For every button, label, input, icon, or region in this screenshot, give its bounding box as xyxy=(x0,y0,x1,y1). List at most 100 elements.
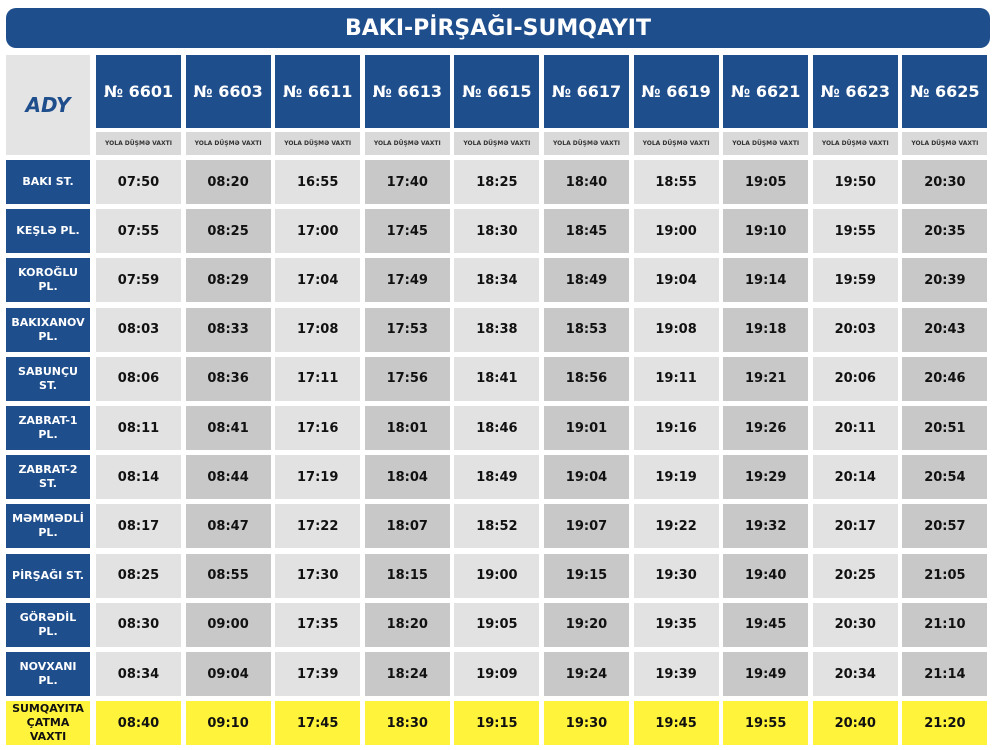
time-cell: 08:25 xyxy=(96,553,181,598)
time-cell: 17:39 xyxy=(275,652,361,696)
time-cell: 20:46 xyxy=(902,356,988,401)
time-cell: 19:59 xyxy=(812,258,898,303)
time-cell: 19:15 xyxy=(454,701,540,746)
column-subtitle: YOLA DÜŞMƏ VAXTI xyxy=(454,132,540,155)
column-subtitle: YOLA DÜŞMƏ VAXTI xyxy=(723,132,809,155)
time-cell: 20:03 xyxy=(812,307,898,352)
time-cell: 19:19 xyxy=(633,455,719,500)
train-number: № 6613 xyxy=(364,55,450,128)
column-subtitle: YOLA DÜŞMƏ VAXTI xyxy=(96,132,181,155)
train-number: № 6603 xyxy=(185,55,271,128)
time-cell: 17:49 xyxy=(364,258,450,303)
station-name: PİRŞAĞI ST. xyxy=(6,553,90,598)
station-name: SUMQAYITA ÇATMA VAXTI xyxy=(6,701,90,746)
train-number: № 6619 xyxy=(633,55,719,128)
time-cell: 08:40 xyxy=(96,701,181,746)
time-cell: 07:59 xyxy=(96,258,181,303)
train-number: № 6623 xyxy=(812,55,898,128)
time-cell: 08:25 xyxy=(185,209,271,254)
time-cell: 19:29 xyxy=(723,455,809,500)
logo: ADY xyxy=(6,55,90,155)
time-cell: 17:56 xyxy=(364,356,450,401)
time-cell: 17:08 xyxy=(275,307,361,352)
time-cell: 18:40 xyxy=(544,160,629,204)
time-cell: 19:11 xyxy=(633,356,719,401)
time-cell: 19:14 xyxy=(723,258,809,303)
time-cell: 19:00 xyxy=(454,553,540,598)
time-cell: 20:11 xyxy=(812,406,898,450)
station-name: NOVXANI PL. xyxy=(6,652,90,696)
time-cell: 21:05 xyxy=(902,553,988,598)
time-cell: 20:57 xyxy=(902,504,988,549)
train-number: № 6601 xyxy=(96,55,181,128)
time-cell: 09:04 xyxy=(185,652,271,696)
time-cell: 17:35 xyxy=(275,602,361,647)
time-cell: 08:06 xyxy=(96,356,181,401)
time-cell: 07:55 xyxy=(96,209,181,254)
time-cell: 17:19 xyxy=(275,455,361,500)
train-number: № 6625 xyxy=(902,55,988,128)
time-cell: 18:01 xyxy=(364,406,450,450)
time-cell: 17:45 xyxy=(364,209,450,254)
time-cell: 19:21 xyxy=(723,356,809,401)
time-cell: 19:55 xyxy=(723,701,809,746)
time-cell: 18:46 xyxy=(454,406,540,450)
time-cell: 17:53 xyxy=(364,307,450,352)
time-cell: 19:07 xyxy=(544,504,629,549)
time-cell: 17:45 xyxy=(275,701,361,746)
column-subtitle: YOLA DÜŞMƏ VAXTI xyxy=(902,132,988,155)
time-cell: 18:24 xyxy=(364,652,450,696)
time-cell: 19:26 xyxy=(723,406,809,450)
station-name: MƏMMƏDLİ PL. xyxy=(6,504,90,549)
time-cell: 20:30 xyxy=(902,160,988,204)
time-cell: 18:30 xyxy=(364,701,450,746)
time-cell: 18:20 xyxy=(364,602,450,647)
time-cell: 08:17 xyxy=(96,504,181,549)
time-cell: 17:11 xyxy=(275,356,361,401)
station-name: SABUNÇU ST. xyxy=(6,356,90,401)
time-cell: 17:04 xyxy=(275,258,361,303)
time-cell: 19:15 xyxy=(544,553,629,598)
column-subtitle: YOLA DÜŞMƏ VAXTI xyxy=(633,132,719,155)
time-cell: 08:29 xyxy=(185,258,271,303)
time-cell: 19:20 xyxy=(544,602,629,647)
time-cell: 08:36 xyxy=(185,356,271,401)
time-cell: 08:14 xyxy=(96,455,181,500)
time-cell: 18:45 xyxy=(544,209,629,254)
column-subtitle: YOLA DÜŞMƏ VAXTI xyxy=(275,132,361,155)
time-cell: 18:49 xyxy=(544,258,629,303)
time-cell: 20:30 xyxy=(812,602,898,647)
column-subtitle: YOLA DÜŞMƏ VAXTI xyxy=(185,132,271,155)
time-cell: 08:33 xyxy=(185,307,271,352)
time-cell: 17:16 xyxy=(275,406,361,450)
time-cell: 19:30 xyxy=(544,701,629,746)
time-cell: 17:30 xyxy=(275,553,361,598)
column-subtitle: YOLA DÜŞMƏ VAXTI xyxy=(812,132,898,155)
time-cell: 09:00 xyxy=(185,602,271,647)
time-cell: 16:55 xyxy=(275,160,361,204)
time-cell: 08:44 xyxy=(185,455,271,500)
time-cell: 19:49 xyxy=(723,652,809,696)
time-cell: 20:35 xyxy=(902,209,988,254)
time-cell: 17:22 xyxy=(275,504,361,549)
time-cell: 20:40 xyxy=(812,701,898,746)
time-cell: 18:07 xyxy=(364,504,450,549)
time-cell: 19:05 xyxy=(723,160,809,204)
time-cell: 19:05 xyxy=(454,602,540,647)
train-number: № 6617 xyxy=(544,55,629,128)
station-name: BAKI ST. xyxy=(6,160,90,204)
time-cell: 19:45 xyxy=(633,701,719,746)
time-cell: 18:49 xyxy=(454,455,540,500)
time-cell: 21:14 xyxy=(902,652,988,696)
time-cell: 21:10 xyxy=(902,602,988,647)
time-cell: 19:32 xyxy=(723,504,809,549)
time-cell: 21:20 xyxy=(902,701,988,746)
time-cell: 19:04 xyxy=(544,455,629,500)
time-cell: 19:39 xyxy=(633,652,719,696)
time-cell: 19:16 xyxy=(633,406,719,450)
time-cell: 20:43 xyxy=(902,307,988,352)
time-cell: 20:34 xyxy=(812,652,898,696)
time-cell: 20:25 xyxy=(812,553,898,598)
time-cell: 20:17 xyxy=(812,504,898,549)
